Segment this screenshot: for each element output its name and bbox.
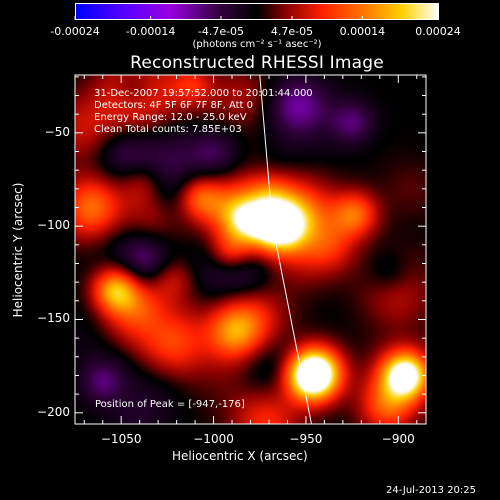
x-tick-label: −950 — [289, 432, 323, 446]
annotation-detectors: Detectors: 4F 5F 6F 7F 8F, Att 0 — [94, 100, 254, 111]
colorbar — [75, 3, 439, 20]
colorbar-tick-label: -0.00024 — [50, 25, 100, 38]
heatmap-image — [75, 75, 426, 424]
y-tick-label: −150 — [37, 311, 70, 326]
x-tick-label: −1000 — [193, 432, 234, 446]
colorbar-tick-label: 4.7e-05 — [270, 25, 314, 38]
y-tick-label: −200 — [37, 404, 70, 419]
colorbar-units: (photons cm⁻² s⁻¹ asec⁻²) — [192, 39, 322, 50]
colorbar-tick-label: -0.00014 — [125, 25, 176, 38]
x-axis-label: Heliocentric X (arcsec) — [172, 449, 308, 463]
y-tick-label: −50 — [44, 124, 70, 139]
y-tick-label: −100 — [37, 218, 70, 233]
annotation-energy-range: Energy Range: 12.0 - 25.0 keV — [94, 112, 247, 123]
y-axis-label: Heliocentric Y (arcsec) — [11, 182, 25, 318]
colorbar-tick-label: 0.00024 — [415, 25, 461, 38]
colorbar-ticks — [74, 16, 439, 20]
peak-position-label: Position of Peak = [-947,-176] — [95, 399, 245, 410]
footer-timestamp: 24-Jul-2013 20:25 — [386, 485, 477, 496]
plot-area — [75, 75, 426, 424]
colorbar-tick-label: -4.7e-05 — [197, 25, 245, 38]
colorbar-tick-label: 0.00014 — [339, 25, 386, 38]
chart-title: Reconstructed RHESSI Image — [130, 53, 384, 73]
annotation-clean-counts: Clean Total counts: 7.85E+03 — [94, 124, 242, 135]
annotation-block: 31-Dec-2007 19:57:52.000 to 20:01:44.000… — [94, 88, 313, 136]
annotation-time-range: 31-Dec-2007 19:57:52.000 to 20:01:44.000 — [94, 88, 313, 99]
x-tick-label: −1050 — [100, 432, 142, 446]
x-tick-label: −900 — [381, 432, 415, 446]
solar-limb-line — [259, 74, 312, 425]
